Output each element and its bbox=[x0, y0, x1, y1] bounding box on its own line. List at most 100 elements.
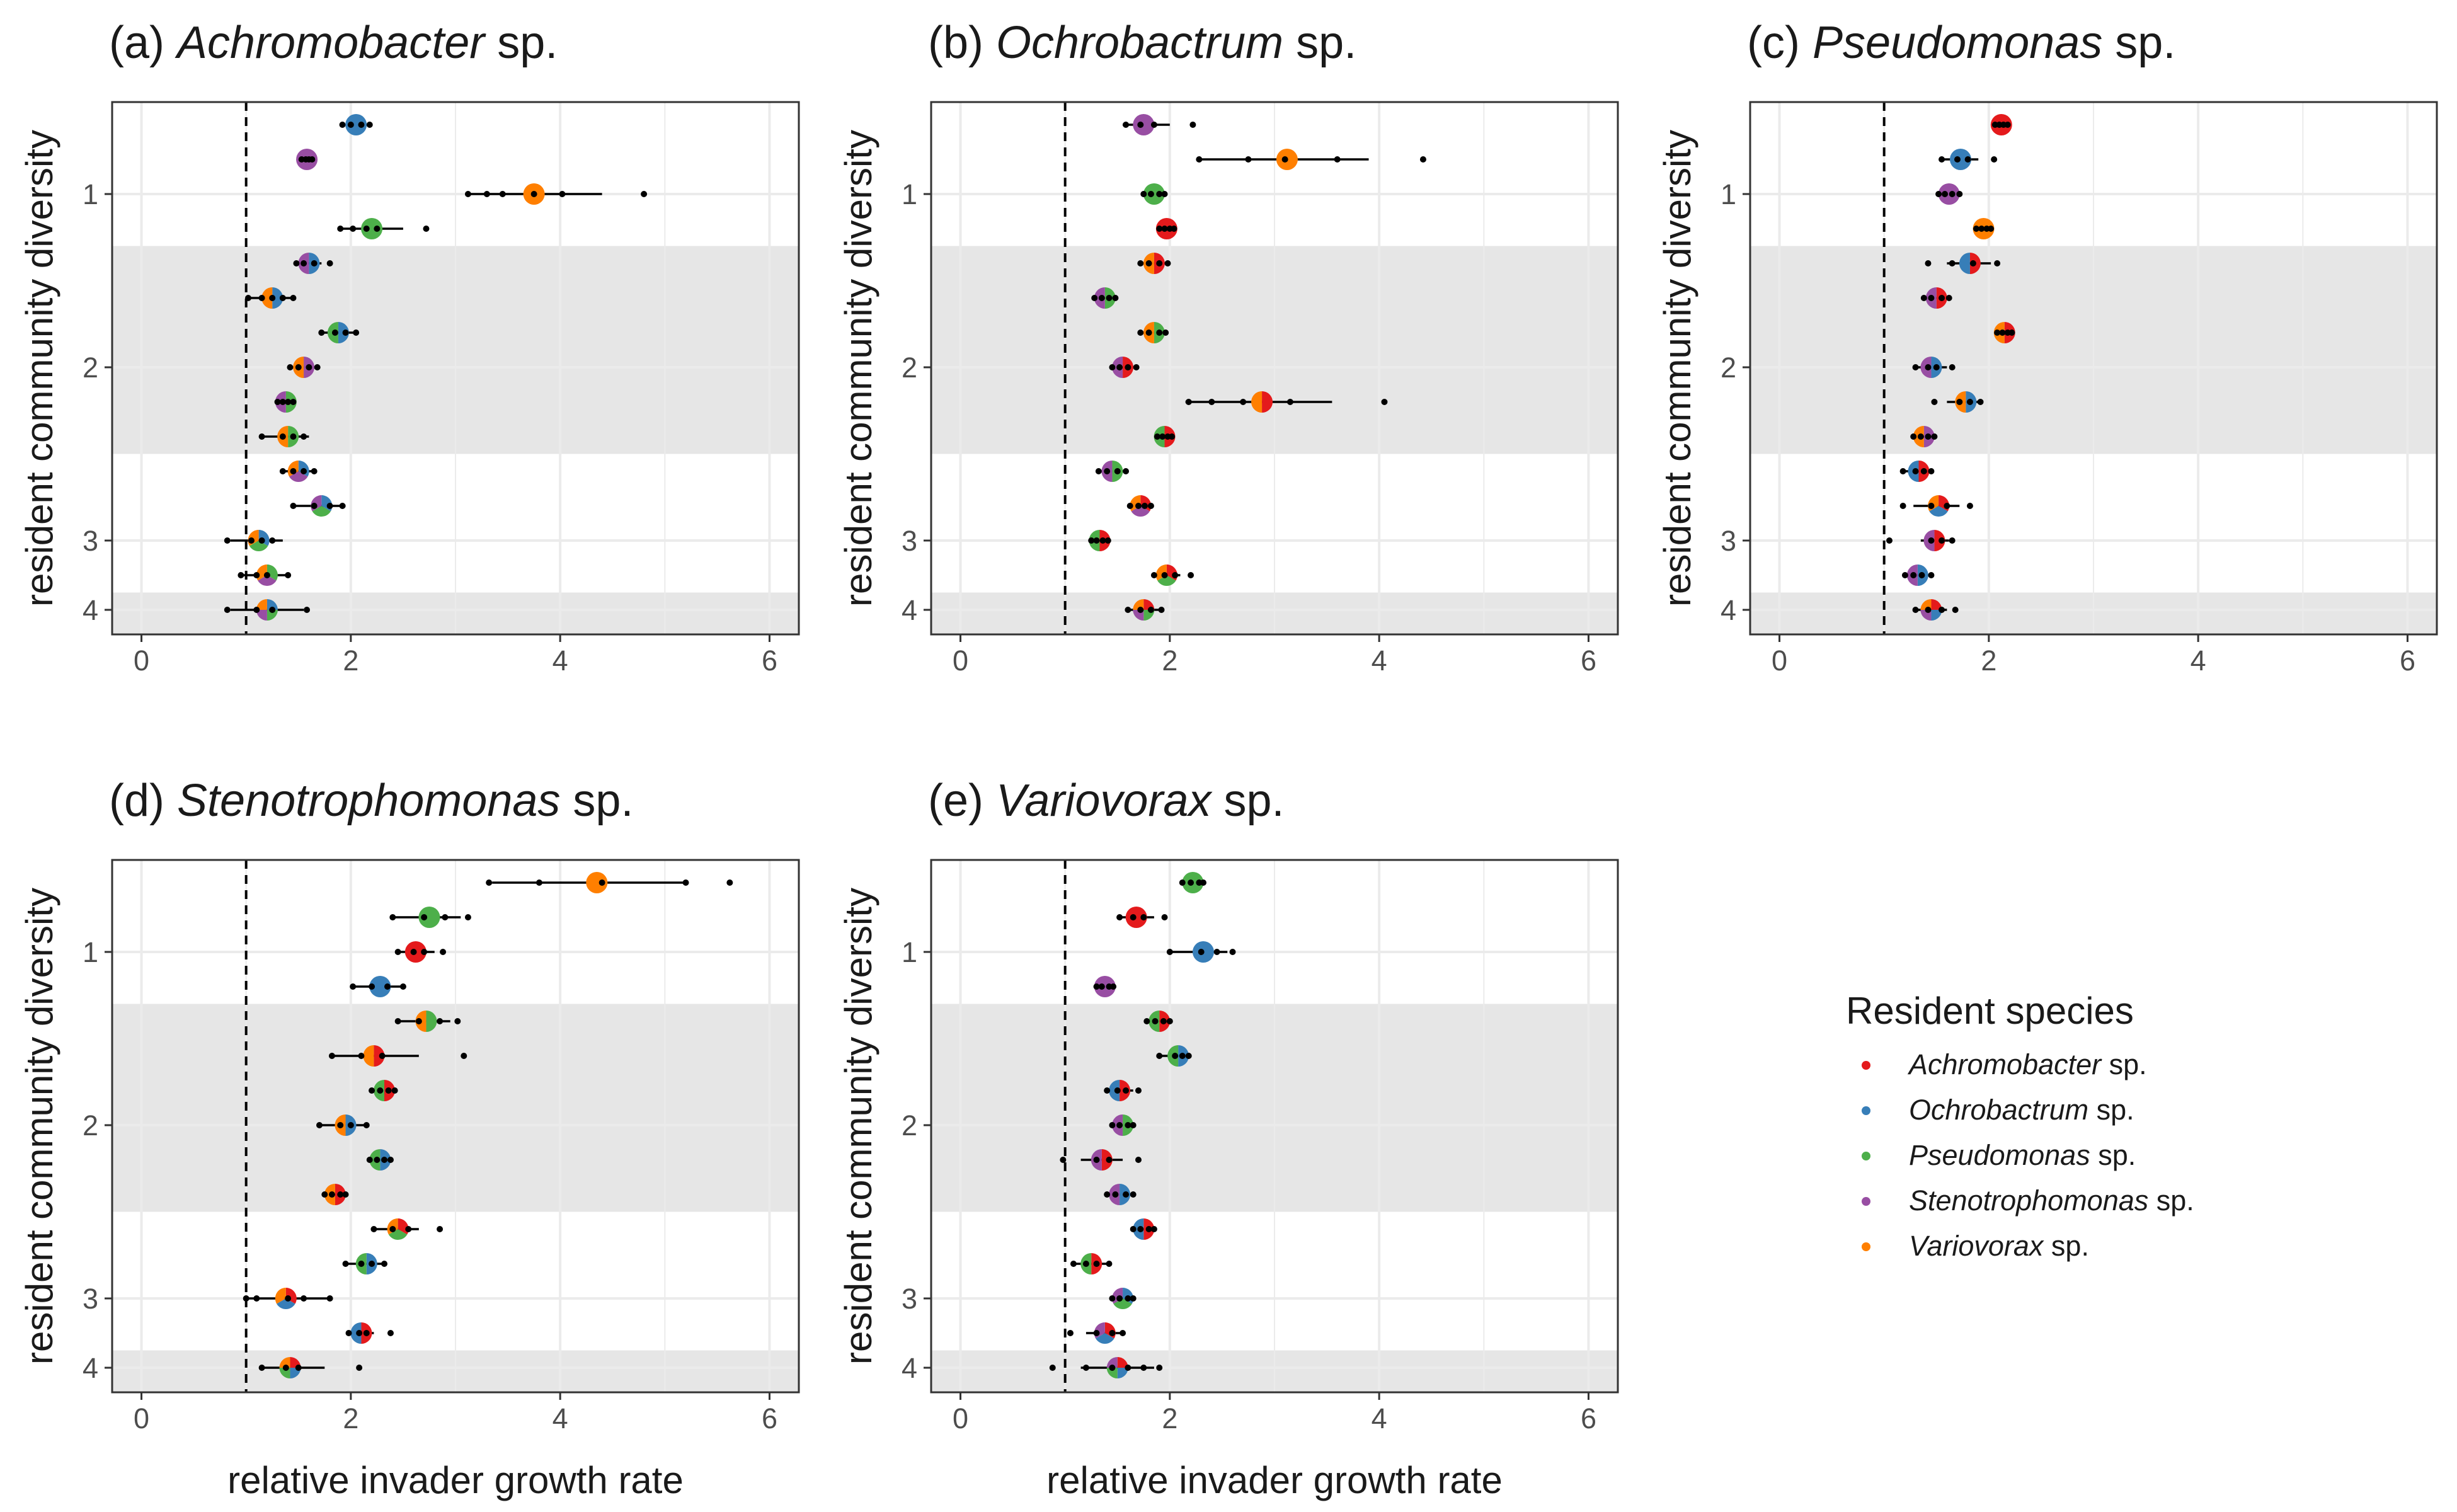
replicate-point bbox=[1935, 191, 1942, 197]
mean-point bbox=[1920, 599, 1942, 621]
replicate-point bbox=[306, 364, 312, 370]
replicate-point bbox=[1920, 468, 1927, 474]
replicate-point bbox=[2008, 329, 2015, 336]
replicate-point bbox=[1933, 364, 1940, 370]
mean-point-segment bbox=[1931, 599, 1942, 610]
replicate-point bbox=[1213, 949, 1220, 955]
legend-key bbox=[1862, 1242, 1870, 1251]
replicate-point bbox=[1969, 260, 1976, 266]
replicate-point bbox=[1095, 468, 1102, 474]
replicate-point bbox=[1093, 537, 1100, 544]
replicate-point bbox=[385, 1087, 392, 1094]
replicate-point bbox=[374, 226, 381, 232]
replicate-point bbox=[1158, 607, 1165, 613]
y-tick-label: 3 bbox=[1721, 525, 1736, 557]
replicate-point bbox=[1939, 607, 1945, 613]
replicate-point bbox=[1135, 503, 1142, 509]
replicate-point bbox=[1161, 191, 1168, 197]
mean-point-segment bbox=[369, 976, 391, 997]
replicate-point bbox=[1928, 537, 1935, 544]
replicate-point bbox=[1931, 433, 1938, 440]
replicate-point bbox=[1116, 1122, 1123, 1128]
replicate-point bbox=[381, 1157, 388, 1163]
replicate-point bbox=[1120, 1330, 1126, 1336]
replicate-point bbox=[337, 226, 344, 232]
replicate-point bbox=[1999, 329, 2006, 336]
replicate-point bbox=[1286, 399, 1293, 405]
mean-point bbox=[369, 976, 391, 997]
replicate-point bbox=[1140, 1365, 1147, 1371]
mean-point-segment bbox=[272, 287, 284, 309]
replicate-point bbox=[1125, 1365, 1131, 1371]
replicate-point bbox=[1106, 295, 1113, 301]
replicate-point bbox=[1123, 122, 1130, 128]
replicate-point bbox=[253, 1295, 260, 1302]
x-tick-label: 0 bbox=[134, 644, 149, 677]
replicate-point bbox=[258, 1365, 265, 1371]
panel-title-suffix: sp. bbox=[1283, 18, 1356, 68]
legend-item-achromobacter: Achromobacter sp. bbox=[1862, 1048, 2147, 1080]
replicate-point bbox=[301, 1295, 307, 1302]
replicate-point bbox=[1152, 1018, 1159, 1024]
replicate-point bbox=[1123, 468, 1130, 474]
legend-label-genus: Achromobacter bbox=[1907, 1048, 2102, 1080]
replicate-point bbox=[1156, 191, 1163, 197]
replicate-point bbox=[1944, 503, 1950, 509]
replicate-point bbox=[314, 364, 321, 370]
replicate-point bbox=[328, 1191, 335, 1198]
x-tick-label: 0 bbox=[134, 1402, 149, 1435]
replicate-point bbox=[464, 914, 471, 920]
replicate-point bbox=[1928, 503, 1935, 509]
panel-title-genus: Variovorax bbox=[996, 776, 1213, 826]
replicate-point bbox=[1137, 607, 1144, 613]
replicate-point bbox=[1912, 468, 1919, 474]
mean-point bbox=[586, 872, 608, 893]
replicate-point bbox=[1161, 572, 1168, 578]
y-tick-label: 3 bbox=[83, 525, 98, 557]
replicate-point bbox=[421, 914, 428, 920]
replicate-point bbox=[1112, 1191, 1119, 1198]
replicate-point bbox=[1973, 226, 1979, 232]
legend-item-ochrobactrum: Ochrobactrum sp. bbox=[1862, 1094, 2134, 1126]
panel-b: 0 2 4 6 1 2 3 4 resident community diversity (b) … bbox=[837, 18, 1619, 677]
replicate-point bbox=[1188, 879, 1194, 886]
replicate-point bbox=[1185, 399, 1192, 405]
replicate-point bbox=[1172, 1053, 1179, 1059]
legend-key bbox=[1862, 1152, 1870, 1160]
replicate-point bbox=[1189, 122, 1196, 128]
replicate-point bbox=[356, 1330, 363, 1336]
panel-title-genus: Achromobacter bbox=[175, 18, 486, 68]
replicate-point bbox=[253, 607, 260, 613]
replicate-point bbox=[311, 503, 318, 509]
replicate-point bbox=[1116, 1295, 1123, 1302]
replicate-point bbox=[293, 260, 300, 266]
replicate-point bbox=[1133, 364, 1140, 370]
replicate-point bbox=[394, 1018, 401, 1024]
mean-point-segment bbox=[586, 872, 608, 893]
replicate-point bbox=[374, 1157, 381, 1163]
x-tick-label: 2 bbox=[1162, 1402, 1177, 1435]
mean-point-segment bbox=[1117, 1357, 1128, 1368]
mean-point-segment bbox=[361, 218, 383, 239]
mean-point-segment bbox=[261, 287, 273, 309]
replicate-point bbox=[399, 983, 406, 990]
replicate-point bbox=[1166, 1018, 1173, 1024]
replicate-point bbox=[1082, 1365, 1089, 1371]
legend-item-pseudomonas: Pseudomonas sp. bbox=[1862, 1139, 2136, 1171]
replicate-point bbox=[1125, 1295, 1131, 1302]
mean-point-segment bbox=[1106, 1357, 1118, 1368]
replicate-point bbox=[391, 1087, 398, 1094]
replicate-point bbox=[1229, 949, 1236, 955]
x-tick-label: 4 bbox=[1372, 644, 1387, 677]
replicate-point bbox=[1172, 572, 1179, 578]
legend-label: Achromobacter sp. bbox=[1907, 1048, 2147, 1080]
legend-item-variovorax: Variovorax sp. bbox=[1862, 1230, 2089, 1262]
replicate-point bbox=[1112, 295, 1119, 301]
replicate-point bbox=[421, 949, 428, 955]
replicate-point bbox=[389, 1226, 396, 1232]
replicate-point bbox=[1928, 572, 1935, 578]
panel-a: 0 2 4 6 1 2 3 4 resident community diversity (a) … bbox=[18, 18, 800, 677]
y-tick-label: 4 bbox=[902, 594, 917, 626]
y-tick-label: 3 bbox=[902, 525, 917, 557]
